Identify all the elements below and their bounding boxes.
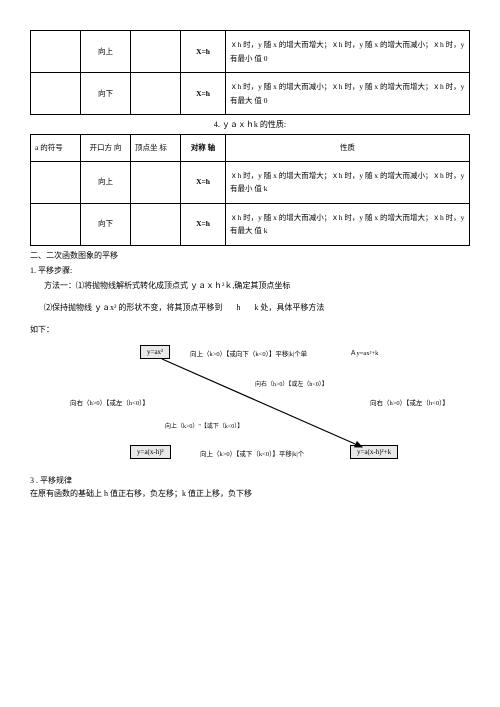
cell-direction: 向下	[81, 73, 131, 115]
table-row: 向上 X=h ｘh 时，y 随 x 的增大而增大；ｘh 时，y 随 x 的增大而…	[31, 31, 470, 73]
cell-axis: X=h	[181, 31, 226, 73]
table-caption: 4. ｙａｘｈk 的性质:	[30, 119, 470, 130]
method-1-text: 方法一：⑴将抛物线解析式转化成顶点式 ｙａｘｈ²ｋ,确定其顶点坐标	[44, 280, 470, 292]
header-sign: a 的符号	[31, 135, 81, 162]
anno-left: 向右（h>0）【或左（h<0）】	[70, 397, 149, 407]
cell-direction: 向下	[81, 203, 131, 245]
cell-sign	[31, 73, 81, 115]
header-vertex: 顶点坐 标	[131, 135, 181, 162]
node-bottom-right: y=a(x-h)²+k	[350, 445, 398, 459]
translation-rule-title: 3 . 平移规律	[30, 475, 470, 486]
cell-sign	[31, 31, 81, 73]
cell-property: ｘh 时，y 随 x 的增大而增大；ｘh 时，y 随 x 的增大而减小；ｘh 时…	[226, 161, 470, 203]
table-row: 向下 X=h ｘh 时，y 随 x 的增大而减小；ｘh 时，y 随 x 的增大而…	[31, 73, 470, 115]
table-row: 向下 X=h ｘh 时，y 随 x 的增大而减小；ｘh 时，y 随 x 的增大而…	[31, 203, 470, 245]
node-top-right: Ａy=ax²+k	[350, 347, 378, 357]
cell-axis: X=h	[181, 73, 226, 115]
header-axis: 对称 轴	[181, 135, 226, 162]
cell-property: ｘh 时，y 随 x 的增大而增大；ｘh 时，y 随 x 的增大而减小；ｘh 时…	[226, 31, 470, 73]
table-properties-2: a 的符号 开口方 向 顶点坐 标 对称 轴 性质 向上 X=h ｘh 时，y …	[30, 134, 470, 246]
node-top-left: y=ax²	[140, 345, 170, 359]
cell-vertex	[131, 73, 181, 115]
cell-vertex	[131, 203, 181, 245]
cell-vertex	[131, 161, 181, 203]
translation-rule-text: 在原有函数的基础上 h 值正右移，负左移；k 值正上移，负下移	[30, 488, 470, 499]
cell-axis: X=h	[181, 161, 226, 203]
node-bottom-left: y=a(x-h)²	[130, 445, 171, 459]
cell-direction: 向上	[81, 31, 131, 73]
cell-direction: 向上	[81, 161, 131, 203]
cell-sign	[31, 161, 81, 203]
table-properties-1: 向上 X=h ｘh 时，y 随 x 的增大而增大；ｘh 时，y 随 x 的增大而…	[30, 30, 470, 115]
table-row: 向上 X=h ｘh 时，y 随 x 的增大而增大；ｘh 时，y 随 x 的增大而…	[31, 161, 470, 203]
anno-top: 向上（k>0）【或向下（k<0）】平移|k|个单	[190, 348, 307, 358]
cell-axis: X=h	[181, 203, 226, 245]
method2-part-d: 如下：	[30, 324, 470, 335]
cell-vertex	[131, 31, 181, 73]
method2-part-b: h	[236, 303, 240, 312]
method2-part-c: k 处，具体平移方法	[254, 303, 324, 312]
anno-slope-2: 向上（k>0）"【或下（k<0）】	[165, 421, 243, 430]
method-2-text: ⑵保持抛物线 ｙａx² 的形状不变，将其顶点平移到 h k 处，具体平移方法	[44, 302, 470, 314]
anno-slope-1: 向右（h>0）【或左（h<0）】	[255, 379, 328, 388]
cell-property: ｘh 时，y 随 x 的增大而减小；ｘh 时，y 随 x 的增大而增大；ｘh 时…	[226, 203, 470, 245]
cell-sign	[31, 203, 81, 245]
cell-property: ｘh 时，y 随 x 的增大而减小；ｘh 时，y 随 x 的增大而增大；ｘh 时…	[226, 73, 470, 115]
method2-part-a: ⑵保持抛物线 ｙａx² 的形状不变，将其顶点平移到	[44, 303, 222, 312]
steps-title: 1. 平移步骤:	[30, 265, 470, 276]
anno-right: 向右（h>0）【或左（h<0）】	[370, 397, 449, 407]
anno-bottom: 向上（k>0）【或下（k<0）】平移|k|个	[200, 448, 304, 458]
header-property: 性质	[226, 135, 470, 162]
header-direction: 开口方 向	[81, 135, 131, 162]
table-header-row: a 的符号 开口方 向 顶点坐 标 对称 轴 性质	[31, 135, 470, 162]
section-translation-title: 二、二次函数图象的平移	[30, 250, 470, 261]
translation-diagram: y=ax² Ａy=ax²+k y=a(x-h)² y=a(x-h)²+k 向上（…	[30, 341, 470, 471]
